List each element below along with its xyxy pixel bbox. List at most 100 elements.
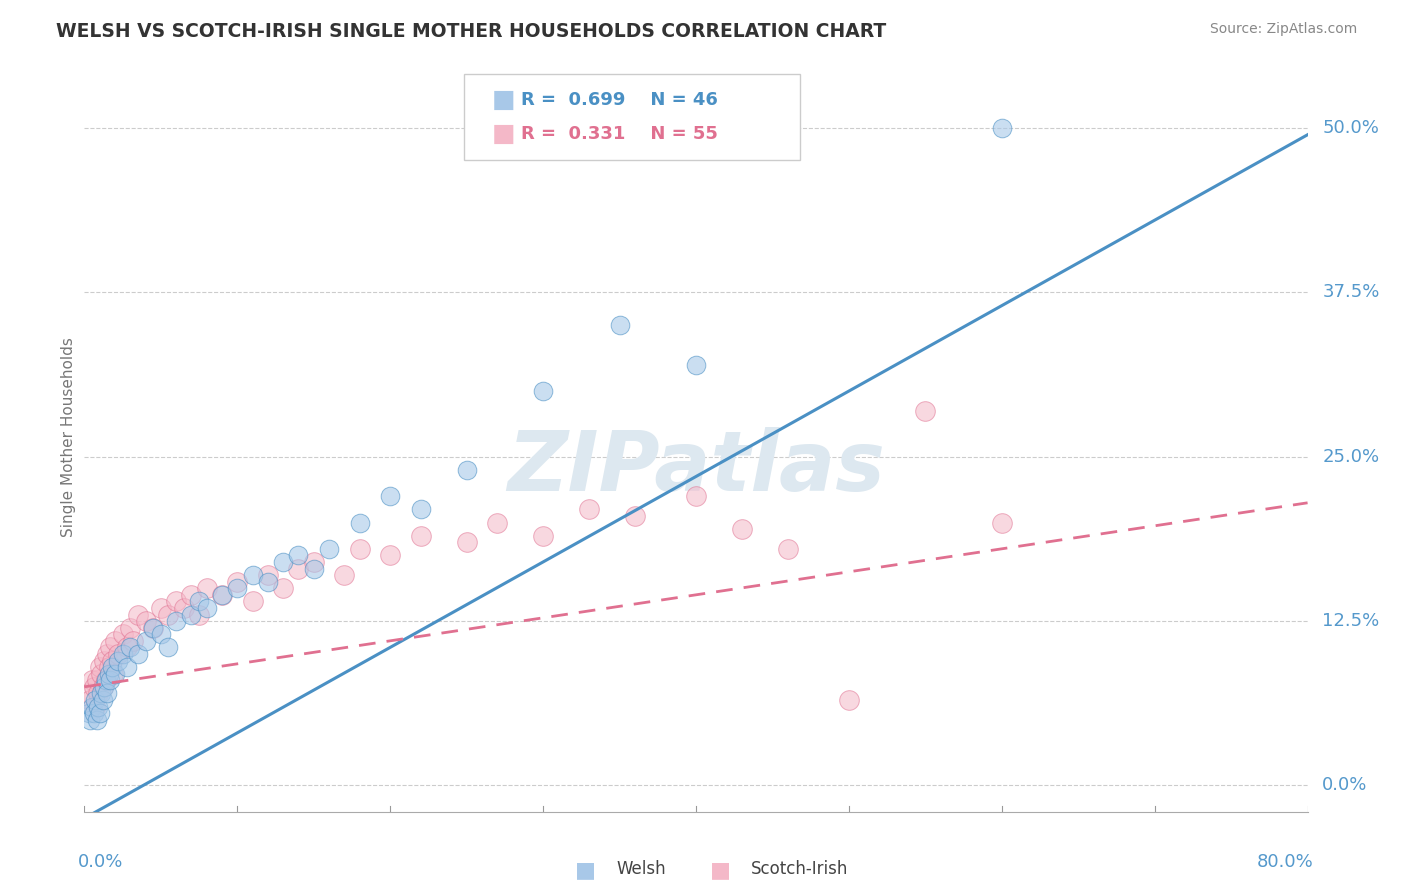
Point bbox=[127, 647, 149, 661]
Point bbox=[180, 607, 202, 622]
Text: Welsh: Welsh bbox=[616, 861, 666, 879]
Point bbox=[195, 581, 218, 595]
Point bbox=[302, 561, 325, 575]
Point bbox=[456, 463, 478, 477]
Text: ■: ■ bbox=[492, 88, 516, 112]
Point bbox=[380, 489, 402, 503]
Text: ■: ■ bbox=[575, 861, 596, 880]
Point bbox=[991, 516, 1014, 530]
Point bbox=[97, 666, 120, 681]
Point bbox=[80, 699, 103, 714]
Point bbox=[609, 318, 631, 333]
Point bbox=[93, 654, 115, 668]
Point bbox=[111, 627, 134, 641]
Point bbox=[624, 508, 647, 523]
Point bbox=[287, 561, 309, 575]
Point bbox=[101, 660, 124, 674]
Point bbox=[349, 541, 371, 556]
Point bbox=[115, 640, 138, 655]
Point bbox=[98, 673, 121, 688]
Point bbox=[79, 693, 101, 707]
Text: R =  0.699    N = 46: R = 0.699 N = 46 bbox=[522, 91, 718, 109]
Point bbox=[838, 693, 860, 707]
Point bbox=[531, 384, 554, 398]
Y-axis label: Single Mother Households: Single Mother Households bbox=[60, 337, 76, 537]
Point bbox=[127, 607, 149, 622]
Point bbox=[165, 614, 187, 628]
Point bbox=[242, 568, 264, 582]
Point bbox=[93, 680, 115, 694]
Text: 25.0%: 25.0% bbox=[1322, 448, 1379, 466]
Point bbox=[142, 621, 165, 635]
Point bbox=[195, 601, 218, 615]
Point bbox=[409, 502, 432, 516]
Point bbox=[120, 621, 142, 635]
Point bbox=[84, 693, 107, 707]
Point bbox=[91, 693, 114, 707]
Point bbox=[87, 699, 110, 714]
Point bbox=[101, 654, 124, 668]
Point bbox=[86, 713, 108, 727]
Point bbox=[135, 614, 157, 628]
Point bbox=[578, 502, 600, 516]
Point bbox=[165, 594, 187, 608]
Point bbox=[731, 522, 754, 536]
Point bbox=[87, 686, 110, 700]
Text: Source: ZipAtlas.com: Source: ZipAtlas.com bbox=[1209, 22, 1357, 37]
Point bbox=[98, 640, 121, 655]
Text: ZIPatlas: ZIPatlas bbox=[508, 426, 884, 508]
Point bbox=[180, 588, 202, 602]
Point bbox=[349, 516, 371, 530]
Point bbox=[97, 660, 120, 674]
Text: 50.0%: 50.0% bbox=[1322, 120, 1379, 137]
Point bbox=[89, 660, 111, 674]
Text: 0.0%: 0.0% bbox=[1322, 776, 1368, 795]
Point bbox=[271, 555, 294, 569]
Point bbox=[991, 121, 1014, 136]
Point bbox=[486, 516, 509, 530]
Text: ■: ■ bbox=[710, 861, 731, 880]
Point bbox=[333, 568, 356, 582]
Point bbox=[531, 529, 554, 543]
Point bbox=[456, 535, 478, 549]
Point bbox=[89, 706, 111, 720]
Point bbox=[86, 673, 108, 688]
Point bbox=[77, 686, 100, 700]
Point bbox=[79, 713, 101, 727]
Point bbox=[122, 633, 145, 648]
Point bbox=[157, 607, 180, 622]
Point bbox=[685, 489, 707, 503]
Text: WELSH VS SCOTCH-IRISH SINGLE MOTHER HOUSEHOLDS CORRELATION CHART: WELSH VS SCOTCH-IRISH SINGLE MOTHER HOUS… bbox=[56, 22, 887, 41]
Point bbox=[115, 660, 138, 674]
Point bbox=[142, 621, 165, 635]
Point bbox=[111, 647, 134, 661]
Point bbox=[211, 588, 233, 602]
Point bbox=[135, 633, 157, 648]
Point bbox=[103, 666, 125, 681]
Text: Scotch-Irish: Scotch-Irish bbox=[751, 861, 848, 879]
Point bbox=[84, 699, 107, 714]
Text: 80.0%: 80.0% bbox=[1257, 853, 1313, 871]
Point bbox=[90, 666, 112, 681]
Point bbox=[90, 686, 112, 700]
Point bbox=[257, 568, 280, 582]
Point bbox=[80, 673, 103, 688]
Point bbox=[149, 627, 172, 641]
Point bbox=[104, 633, 127, 648]
Point bbox=[107, 647, 129, 661]
Point bbox=[188, 607, 211, 622]
Point bbox=[94, 673, 117, 688]
Point bbox=[157, 640, 180, 655]
Point bbox=[302, 555, 325, 569]
Point bbox=[107, 654, 129, 668]
Point bbox=[77, 706, 100, 720]
Point bbox=[685, 358, 707, 372]
Point bbox=[104, 666, 127, 681]
Text: 12.5%: 12.5% bbox=[1322, 612, 1379, 630]
FancyBboxPatch shape bbox=[464, 74, 800, 160]
Point bbox=[91, 680, 114, 694]
Point bbox=[271, 581, 294, 595]
Point bbox=[776, 541, 799, 556]
Point bbox=[83, 680, 105, 694]
Point bbox=[257, 574, 280, 589]
